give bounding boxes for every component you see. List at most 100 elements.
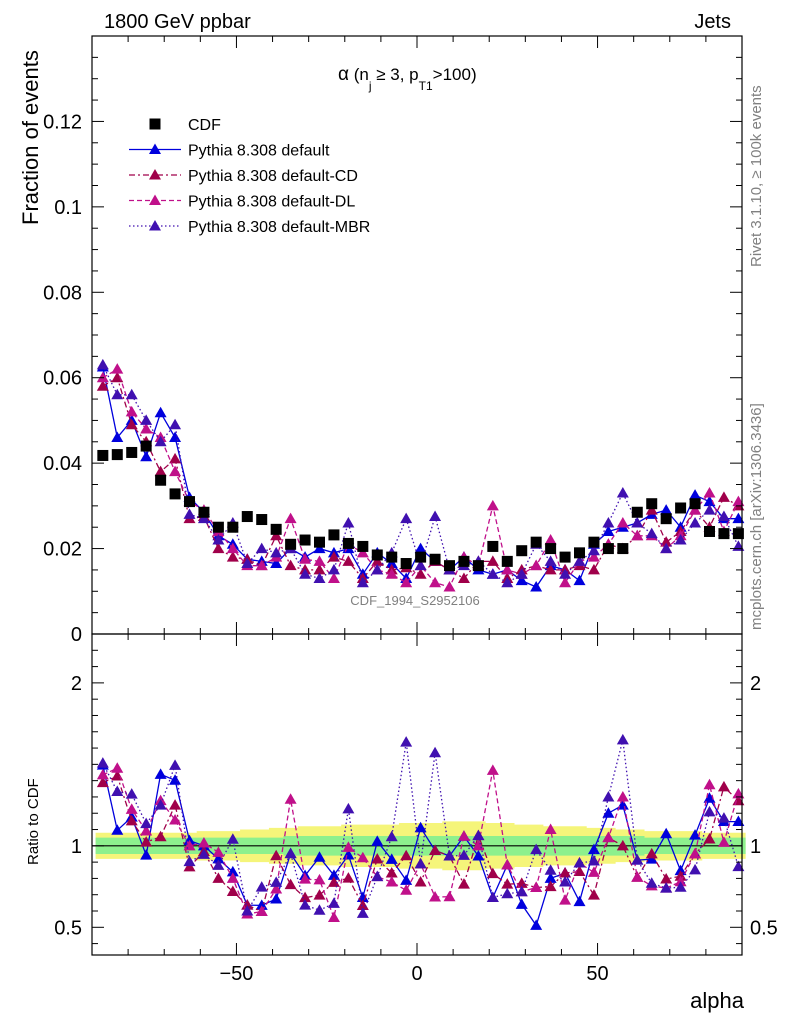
ratio-2-point-6 (183, 860, 196, 872)
series-3-point-0 (96, 371, 109, 383)
ratio-4-point-18 (356, 907, 369, 918)
series-4-point-3 (140, 414, 153, 425)
ratio-2-point-0 (96, 776, 109, 788)
xtick-label: −50 (219, 963, 253, 985)
ratio-3-point-23 (429, 891, 442, 902)
series-1-point-22 (414, 542, 427, 554)
ratio-3-point-14 (299, 873, 312, 884)
series-3-point-24 (443, 581, 456, 592)
ratio-4-point-22 (414, 857, 427, 869)
series-2-point-0 (96, 380, 109, 391)
series-1-point-41 (689, 489, 702, 500)
ratio-1-point-19 (371, 835, 384, 846)
ratio-2-point-39 (660, 873, 673, 884)
ratio-3-point-11 (255, 905, 268, 916)
series-4-point-0 (96, 358, 109, 370)
series-3-point-14 (299, 553, 312, 564)
series-2-point-8 (212, 542, 225, 554)
ratio-1-point-17 (342, 849, 355, 860)
ratio-2-point-15 (313, 889, 326, 900)
ratio-3-point-27 (486, 764, 499, 775)
series-4-point-31 (544, 555, 557, 566)
series-2-point-12 (270, 529, 283, 541)
ratio-4-point-35 (602, 790, 615, 802)
ratio-1-point-5 (169, 774, 182, 785)
ratio-3-point-20 (385, 876, 398, 887)
series-4-point-14 (299, 568, 312, 579)
ratio-1-point-26 (472, 850, 485, 861)
ratio-4-point-20 (385, 830, 398, 842)
ratio-4-point-24 (443, 850, 456, 861)
series-4-point-22 (414, 559, 427, 571)
cdf-point-4 (155, 474, 167, 486)
series-4-point-43 (717, 510, 730, 522)
ratio-1-point-35 (602, 807, 615, 818)
ratio-3-point-21 (400, 884, 413, 895)
series-2-point-34 (587, 563, 600, 575)
ratio-3-point-43 (717, 836, 730, 847)
ratio-3-point-31 (544, 823, 557, 835)
ratio-4-point-15 (313, 904, 326, 915)
cdf-point-29 (516, 545, 528, 557)
ytick-label-ratio-right: 1 (750, 836, 761, 858)
title-close: >100) (433, 65, 477, 84)
mcplots-label: mcplots.cern.ch [arXiv:1306.3436] (748, 403, 765, 630)
cdf-point-30 (530, 536, 542, 548)
ratio-3-point-36 (616, 790, 629, 802)
ratio-4-point-37 (631, 854, 644, 865)
plot-title: α (nj ≥ 3, pT1>100) (338, 64, 477, 93)
ratio-3-point-3 (140, 825, 153, 836)
ytick-label-main: 0.02 (43, 539, 82, 561)
title-alpha: α (338, 64, 349, 85)
ratio-1-point-4 (154, 768, 167, 779)
cdf-point-7 (198, 506, 210, 518)
cdf-point-0 (97, 449, 109, 461)
ratio-2-point-17 (342, 872, 355, 883)
ratio-1-point-31 (544, 872, 557, 883)
series-3-point-11 (255, 559, 268, 571)
ratio-4-point-7 (197, 848, 210, 859)
ratio-4-point-14 (299, 899, 312, 910)
series-3-point-15 (313, 555, 326, 566)
ratio-3-point-28 (501, 858, 514, 870)
ratio-1-point-12 (270, 893, 283, 904)
ratio-4-point-0 (96, 757, 109, 768)
ratio-2-point-4 (154, 830, 167, 842)
ratio-4-point-34 (587, 854, 600, 866)
rivet-label: Rivet 3.1.10, ≥ 100k events (748, 85, 765, 267)
ratio-4-point-29 (515, 885, 528, 897)
series-1-point-39 (660, 504, 673, 515)
series-4-point-18 (356, 576, 369, 588)
ratio-2-point-19 (371, 853, 384, 864)
legend-marker-3 (149, 194, 161, 205)
series-1-point-12 (270, 557, 283, 569)
ratio-4-point-12 (270, 876, 283, 887)
ratio-4-point-41 (689, 863, 702, 875)
series-4-point-5 (169, 418, 182, 430)
series-4-point-10 (241, 557, 254, 569)
series-3-point-44 (732, 495, 745, 507)
series-4-point-2 (125, 388, 138, 400)
series-4-point-6 (183, 508, 196, 519)
ratio-4-point-16 (327, 897, 340, 908)
ratio-3-point-25 (457, 830, 470, 841)
cdf-point-42 (704, 525, 715, 537)
series-2-point-43 (717, 491, 730, 502)
y-axis-label-ratio: Ratio to CDF (25, 778, 42, 865)
x-axis-label: alpha (690, 988, 745, 1013)
ratio-2-point-42 (703, 833, 716, 844)
series-1-point-1 (111, 431, 124, 443)
ratio-3-point-0 (96, 768, 109, 780)
series-3-point-20 (385, 568, 398, 579)
ratio-4-point-8 (212, 859, 225, 870)
ytick-label-ratio-left: 0.5 (54, 917, 82, 939)
ratio-2-point-13 (284, 878, 297, 890)
header-right: Jets (694, 11, 731, 33)
ratio-2-point-3 (140, 836, 153, 847)
cdf-point-22 (415, 551, 427, 563)
ratio-3-point-13 (284, 793, 297, 804)
ytick-label-main: 0.12 (43, 111, 82, 133)
series-4-point-23 (429, 510, 442, 522)
ratio-3-point-44 (732, 787, 745, 799)
ytick-label-main: 0.06 (43, 368, 82, 390)
